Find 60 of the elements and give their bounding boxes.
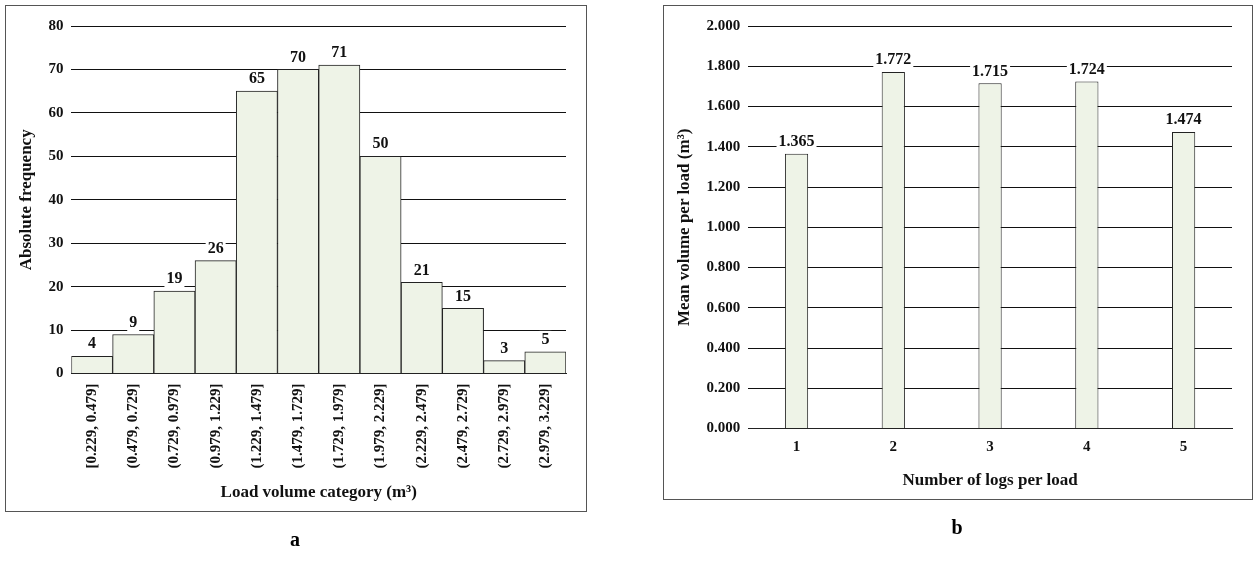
data-label: 21	[413, 260, 430, 278]
x-tick-label: (1.229, 1.479]	[247, 383, 265, 469]
data-label: 50	[372, 134, 389, 152]
data-label: 70	[290, 47, 307, 65]
data-label: 1.772	[875, 50, 912, 68]
y-tick-label: 10	[48, 321, 64, 338]
text: b	[950, 516, 964, 539]
x-tick-label: 2	[889, 438, 898, 455]
x-tick-label: 4	[1083, 438, 1092, 455]
x-tick-label: [0.229, 0.479]	[82, 383, 99, 469]
data-label: 1.474	[1165, 110, 1202, 128]
data-label: 1.365	[778, 131, 815, 149]
x-tick-label: (1.479, 1.729]	[288, 383, 306, 469]
data-label: 71	[331, 43, 348, 61]
data-label: 4	[88, 334, 97, 352]
x-tick-label: (2.479, 2.729]	[453, 383, 471, 469]
y-tick-label: 50	[48, 147, 64, 164]
x-tick-label: (2.229, 2.479]	[412, 383, 430, 469]
y-tick-label: 1.000	[706, 218, 741, 235]
y-tick-label: 0	[55, 364, 64, 381]
data-label: 1.724	[1068, 59, 1105, 77]
y-tick-label: 30	[48, 234, 64, 251]
x-tick-label: (0.979, 1.229]	[206, 383, 224, 469]
y-tick-label: 0.800	[706, 258, 741, 275]
y-tick-label: 0.600	[706, 298, 741, 315]
y-tick-label: 70	[48, 60, 64, 77]
y-tick-label: 1.200	[706, 177, 741, 194]
y-tick-label: 2.000	[706, 16, 741, 33]
x-tick-label: (2.729, 2.979]	[495, 383, 513, 469]
y-tick-label: 60	[48, 103, 64, 120]
x-tick-label: (0.479, 0.729]	[124, 383, 142, 469]
x-tick-label: 5	[1179, 438, 1188, 455]
y-tick-label: 80	[48, 16, 64, 33]
y-tick-label: 0.400	[706, 338, 741, 355]
x-tick-label: (0.729, 0.979]	[165, 383, 183, 469]
x-axis-title: Load volume category (m³)	[220, 482, 417, 502]
data-label: 15	[454, 286, 471, 304]
data-label: 65	[248, 69, 265, 87]
x-tick-label: (1.729, 1.979]	[330, 383, 348, 469]
x-axis-title: Number of logs per load	[902, 470, 1079, 490]
data-label: 26	[207, 238, 224, 256]
data-label: 5	[541, 330, 550, 348]
data-label: 3	[500, 338, 509, 356]
data-label: 9	[129, 312, 138, 330]
y-tick-label: 1.600	[706, 97, 741, 114]
y-axis-title: Absolute frequency	[15, 128, 35, 271]
x-tick-label: 3	[986, 438, 994, 455]
y-axis-title: Mean volume per load (m³)	[673, 128, 693, 327]
y-tick-label: 1.800	[706, 57, 741, 74]
data-label: 19	[166, 269, 183, 287]
text: a	[289, 528, 301, 551]
y-tick-label: 0.000	[706, 419, 741, 436]
data-label: 1.715	[972, 61, 1009, 79]
x-tick-label: (1.979, 2.229]	[371, 383, 389, 469]
y-tick-label: 40	[48, 190, 64, 207]
y-tick-label: 1.400	[706, 137, 741, 154]
x-tick-label: (2.979, 3.229]	[536, 383, 554, 469]
y-tick-label: 20	[48, 277, 64, 294]
x-tick-label: 1	[792, 438, 801, 455]
y-tick-label: 0.200	[706, 379, 741, 396]
